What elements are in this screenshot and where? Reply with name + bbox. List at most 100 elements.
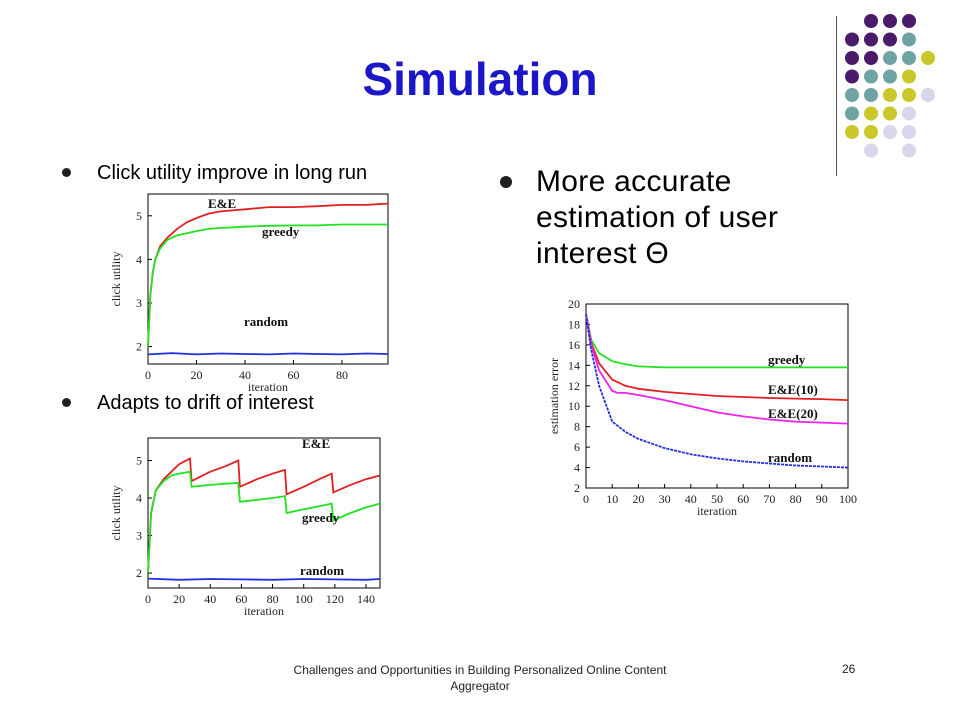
x-tick-label: 20 [173, 592, 185, 606]
x-tick-label: 80 [336, 368, 348, 382]
x-tick-label: 0 [145, 368, 151, 382]
decorative-dot [883, 14, 897, 28]
chart-estimation-error: 2 4 6 8 10 12 14 16 18 20 0 10 20 30 40 50 60 70 80 90 100 it… [528, 286, 880, 534]
bullet-text: More accurate estimation of user interes… [536, 165, 779, 270]
decorative-dot [864, 106, 878, 121]
bullet-text: Adapts to drift of interest [97, 392, 314, 414]
x-axis-label: iteration [248, 380, 288, 392]
decorative-dot [902, 32, 916, 47]
series-line-greedy [147, 223, 388, 347]
x-tick-label: 10 [606, 492, 618, 506]
decorative-dot [864, 69, 878, 84]
decorative-dot [902, 143, 916, 158]
decorative-dot-grid [845, 14, 935, 158]
series-label: random [300, 563, 344, 578]
decorative-dot [921, 51, 935, 65]
bullet-dot-icon [62, 168, 71, 177]
y-tick-label: 4 [136, 491, 142, 505]
x-tick-label: 120 [326, 592, 344, 606]
decorative-dot [902, 88, 916, 102]
x-tick-label: 90 [816, 492, 828, 506]
series-label: random [244, 314, 288, 329]
y-tick-label: 4 [136, 252, 142, 266]
decorative-dot [921, 88, 935, 102]
x-tick-label: 0 [145, 592, 151, 606]
y-tick-label: 8 [574, 420, 580, 434]
slide-footer: Challenges and Opportunities in Building… [293, 663, 667, 693]
decorative-dot [864, 51, 878, 65]
decorative-dot [845, 88, 859, 102]
decorative-dot [845, 32, 859, 47]
x-tick-label: 80 [267, 592, 279, 606]
y-axis-label: click utility [109, 252, 123, 307]
series-label: random [768, 450, 812, 465]
series-label: greedy [262, 224, 300, 239]
x-axis-label: iteration [244, 604, 284, 618]
decorative-dot [864, 143, 878, 158]
plot-frame [147, 193, 389, 365]
decorative-dot [845, 106, 859, 121]
y-tick-label: 3 [136, 529, 142, 543]
series-line-greedy [147, 470, 381, 574]
y-tick-label: 20 [568, 297, 580, 311]
decorative-dot [902, 69, 916, 84]
y-tick-label: 3 [136, 296, 142, 310]
decorative-dot [883, 88, 897, 102]
y-tick-label: 2 [574, 481, 580, 495]
decorative-dot [845, 69, 859, 84]
x-tick-label: 20 [190, 368, 202, 382]
x-tick-label: 100 [839, 492, 857, 506]
bullet-dot-icon [500, 176, 512, 188]
x-tick-label: 100 [295, 592, 313, 606]
series-line-greedy [585, 314, 848, 369]
x-tick-label: 140 [357, 592, 375, 606]
chart-estimation-error-svg: 2 4 6 8 10 12 14 16 18 20 0 10 20 30 40 50 60 70 80 90 100 it… [547, 297, 857, 518]
decorative-dot [902, 125, 916, 139]
bullet-text: Click utility improve in long run [97, 162, 368, 184]
y-axis-label: estimation error [547, 358, 561, 434]
y-tick-label: 6 [574, 440, 580, 454]
decorative-dot [902, 106, 916, 121]
series-label: E&E(20) [768, 406, 818, 421]
chart-drift-of-interest: 2 3 4 5 0 20 40 60 80 100 120 140 iteration click uti… [104, 418, 408, 632]
x-tick-label: 20 [632, 492, 644, 506]
y-tick-label: 5 [136, 209, 142, 223]
x-tick-label: 60 [737, 492, 749, 506]
decorative-dot [864, 88, 878, 102]
decorative-dot [864, 32, 878, 47]
bullet-drift: Adapts to drift of interest [62, 392, 314, 415]
y-tick-label: 16 [568, 338, 580, 352]
divider-line [836, 16, 837, 176]
series-line-random [147, 352, 389, 356]
series-line-random [147, 577, 381, 581]
decorative-dot [902, 51, 916, 65]
y-tick-label: 4 [574, 461, 580, 475]
series-label: greedy [302, 510, 340, 525]
slide-title: Simulation [362, 53, 598, 105]
decorative-dot [864, 14, 878, 28]
series-line-e-e-10- [585, 314, 849, 401]
decorative-dot [883, 69, 897, 84]
bullet-estimation: More accurate estimation of user interes… [500, 164, 820, 272]
series-line-random [585, 314, 849, 469]
y-tick-label: 2 [136, 566, 142, 580]
x-tick-label: 40 [239, 368, 251, 382]
decorative-dot [864, 125, 878, 139]
decorative-dot [883, 32, 897, 47]
plot-frame [147, 437, 381, 589]
series-line-e-e-20- [585, 314, 849, 425]
x-tick-label: 40 [204, 592, 216, 606]
page-number: 26 [842, 662, 856, 676]
x-tick-label: 60 [235, 592, 247, 606]
y-tick-label: 18 [568, 317, 580, 331]
decorative-dot [883, 106, 897, 121]
x-tick-label: 80 [790, 492, 802, 506]
y-tick-label: 2 [136, 340, 142, 354]
x-tick-label: 0 [583, 492, 589, 506]
decorative-dot [902, 14, 916, 28]
y-tick-label: 5 [136, 454, 142, 468]
x-tick-label: 70 [763, 492, 775, 506]
decorative-dot [883, 51, 897, 65]
x-tick-label: 30 [659, 492, 671, 506]
x-tick-label: 40 [685, 492, 697, 506]
